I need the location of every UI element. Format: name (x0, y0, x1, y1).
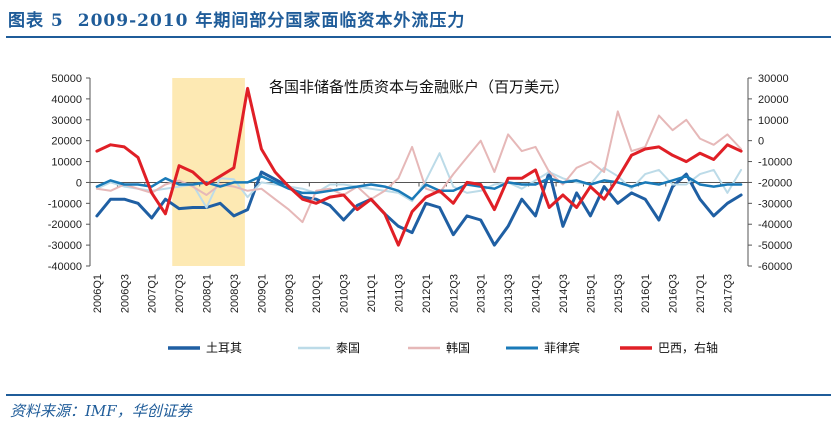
x-tick-label: 2016Q3 (668, 274, 680, 313)
x-tick-label: 2009Q3 (284, 274, 296, 313)
left-tick-label: -40000 (48, 261, 82, 273)
right-tick-label: -30000 (758, 198, 792, 210)
x-tick-label: 2007Q1 (147, 274, 159, 313)
x-tick-label: 2013Q3 (503, 274, 515, 313)
x-tick-label: 2006Q3 (119, 274, 131, 313)
x-tick-label: 2015Q3 (613, 274, 625, 313)
x-tick-label: 2010Q1 (311, 274, 323, 313)
chart-title: 各国非储备性质资本与金融账户（百万美元） (269, 78, 569, 96)
right-tick-label: -20000 (758, 177, 792, 189)
header-rule (6, 36, 831, 38)
x-tick-label: 2007Q3 (174, 274, 186, 313)
x-tick-label: 2009Q1 (256, 274, 268, 313)
figure-title: 2009-2010 年期间部分国家面临资本外流压力 (77, 11, 466, 31)
left-tick-label: -10000 (48, 198, 82, 210)
figure-header: 图表 5 2009-2010 年期间部分国家面临资本外流压力 (8, 6, 465, 31)
left-tick-label: 20000 (51, 136, 82, 148)
x-tick-label: 2015Q1 (585, 274, 597, 313)
footer-rule (6, 394, 831, 396)
x-tick-label: 2011Q1 (366, 274, 378, 312)
left-tick-label: 10000 (51, 157, 82, 169)
x-tick-label: 2006Q1 (92, 274, 104, 313)
left-tick-label: 0 (76, 177, 82, 189)
series-line-5 (95, 86, 743, 247)
right-tick-label: -10000 (758, 157, 792, 169)
series-line-3 (95, 110, 743, 224)
right-tick-label: 0 (758, 136, 764, 148)
left-tick-label: 40000 (51, 94, 82, 106)
x-tick-label: 2016Q1 (640, 274, 652, 313)
shaded-period (172, 78, 245, 266)
x-tick-label: 2012Q3 (448, 274, 460, 313)
right-tick-label: -50000 (758, 240, 792, 252)
right-tick-label: 10000 (758, 115, 789, 127)
legend-label-4: 菲律宾 (544, 340, 580, 355)
left-tick-label: 50000 (51, 73, 82, 85)
x-tick-label: 2008Q3 (229, 274, 241, 313)
x-tick-label: 2011Q3 (393, 274, 405, 312)
left-tick-label: -30000 (48, 240, 82, 252)
x-tick-label: 2017Q1 (695, 274, 707, 313)
legend-label-2: 泰国 (336, 341, 360, 355)
right-tick-label: -40000 (758, 219, 792, 231)
x-tick-label: 2010Q3 (339, 274, 351, 313)
x-tick-label: 2008Q1 (202, 274, 214, 313)
right-tick-label: 20000 (758, 94, 789, 106)
x-tick-label: 2014Q1 (531, 274, 543, 313)
chart: 各国非储备性质资本与金融账户（百万美元） 50000 40000 30000 20000… (48, 73, 793, 355)
figure-label: 图表 5 (8, 11, 64, 31)
series-line-1 (95, 170, 743, 247)
x-tick-label: 2012Q1 (421, 274, 433, 313)
left-tick-label: -20000 (48, 219, 82, 231)
x-tick-label: 2017Q3 (722, 274, 734, 313)
legend-label-1: 土耳其 (206, 341, 242, 355)
x-tick-label: 2013Q1 (476, 274, 488, 313)
legend-label-3: 韩国 (446, 340, 470, 355)
left-tick-label: 30000 (51, 115, 82, 127)
right-tick-label: -60000 (758, 261, 792, 273)
legend-label-5: 巴西，右轴 (658, 340, 718, 355)
source-note: 资料来源：IMF，华创证券 (10, 402, 192, 420)
x-tick-label: 2014Q3 (558, 274, 570, 313)
right-tick-label: 30000 (758, 73, 789, 85)
